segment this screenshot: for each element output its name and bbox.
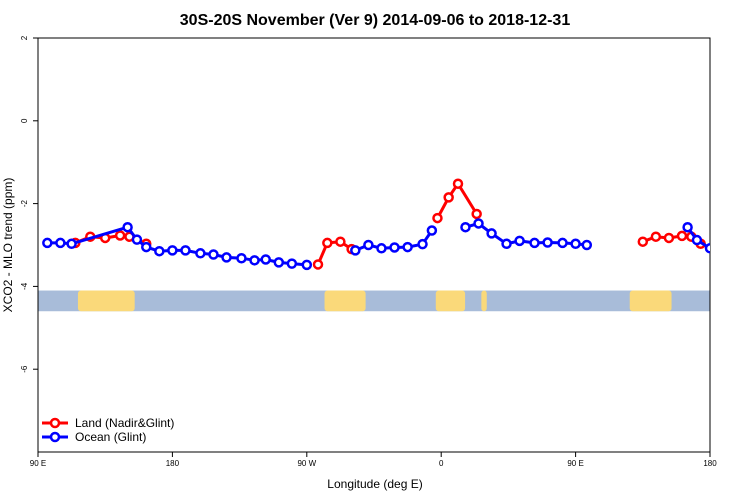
ocean-point — [154, 245, 165, 257]
ocean-point — [180, 245, 191, 256]
ocean-point — [350, 245, 361, 256]
plot-area — [42, 178, 729, 271]
y-tick-label: -2 — [20, 199, 29, 207]
ocean-point — [236, 252, 247, 264]
land-series-line — [316, 240, 353, 266]
land-region — [324, 290, 366, 312]
legend-label-land: Land (Nadir&Glint) — [75, 416, 174, 430]
land-point — [432, 212, 443, 224]
ocean-point — [691, 234, 703, 246]
x-tick-label: 90 E — [30, 459, 46, 468]
land-series-line — [436, 182, 478, 219]
land-point — [637, 236, 649, 247]
legend-marker-ocean — [49, 431, 61, 443]
land-point — [443, 192, 454, 203]
ocean-point — [208, 249, 219, 260]
x-tick-label: 90 W — [297, 459, 316, 468]
ocean-series-line — [686, 226, 710, 250]
ocean-point — [486, 228, 497, 239]
y-tick-label: -6 — [20, 365, 29, 373]
ocean-point — [417, 238, 428, 250]
x-tick-label: 180 — [166, 459, 180, 468]
ocean-point — [581, 239, 593, 251]
ocean-point — [570, 238, 581, 250]
ocean-point — [195, 248, 206, 259]
ocean-point — [122, 221, 133, 233]
ocean-point — [141, 241, 152, 253]
ocean-point — [473, 218, 484, 229]
ocean-point — [42, 237, 53, 249]
ocean-band — [38, 290, 710, 312]
ocean-series-line — [465, 222, 587, 247]
ocean-point — [460, 221, 471, 233]
land-ocean-band — [38, 290, 710, 312]
ocean-point — [376, 243, 387, 254]
x-tick-label: 180 — [703, 459, 717, 468]
ocean-point — [426, 225, 438, 236]
ocean-point — [273, 257, 285, 268]
legend: Land (Nadir&Glint) Ocean (Glint) — [42, 416, 174, 444]
ocean-point — [529, 237, 540, 249]
ocean-point — [286, 258, 298, 269]
land-region — [481, 290, 487, 312]
ocean-point — [721, 246, 729, 254]
ocean-point — [55, 237, 66, 249]
ocean-point — [501, 238, 512, 250]
x-tick-label: 90 E — [567, 459, 583, 468]
ocean-point — [66, 238, 77, 250]
land-point — [676, 230, 688, 242]
legend-marker-land — [49, 417, 61, 429]
land-point — [312, 259, 324, 270]
y-tick-label: 0 — [20, 118, 29, 123]
ocean-point — [389, 242, 400, 253]
ocean-point — [557, 237, 568, 249]
land-region — [77, 290, 135, 312]
x-axis-label: Longitude (deg E) — [327, 477, 422, 491]
ocean-point — [249, 255, 260, 266]
ocean-point — [221, 252, 232, 263]
land-point — [322, 237, 333, 249]
x-axis: 90 E 180 90 W 0 90 E 180 — [30, 452, 717, 468]
series-layer — [42, 178, 729, 271]
chart-title: 30S-20S November (Ver 9) 2014-09-06 to 2… — [180, 12, 571, 29]
ocean-point — [167, 245, 178, 256]
ocean-point — [131, 234, 143, 245]
land-point — [650, 231, 662, 242]
land-point — [335, 236, 346, 247]
land-point — [471, 208, 482, 220]
ocean-point — [682, 221, 693, 233]
land-region — [435, 290, 466, 312]
y-tick-label: -4 — [20, 282, 29, 290]
ocean-point — [363, 239, 374, 251]
ocean-point — [260, 254, 271, 265]
land-point — [663, 232, 675, 244]
land-region — [629, 290, 672, 312]
y-tick-label: 2 — [20, 35, 29, 40]
ocean-point — [514, 235, 525, 247]
x-tick-label: 0 — [439, 459, 444, 468]
y-axis-label: XCO2 - MLO trend (ppm) — [1, 178, 15, 313]
y-axis: 2 0 -2 -4 -6 — [20, 35, 38, 373]
land-point — [452, 178, 464, 189]
ocean-point — [704, 243, 710, 254]
land-point — [114, 230, 126, 241]
ocean-point — [301, 259, 313, 271]
legend-label-ocean: Ocean (Glint) — [75, 430, 146, 444]
ocean-point — [402, 241, 413, 253]
ocean-point — [542, 237, 553, 248]
